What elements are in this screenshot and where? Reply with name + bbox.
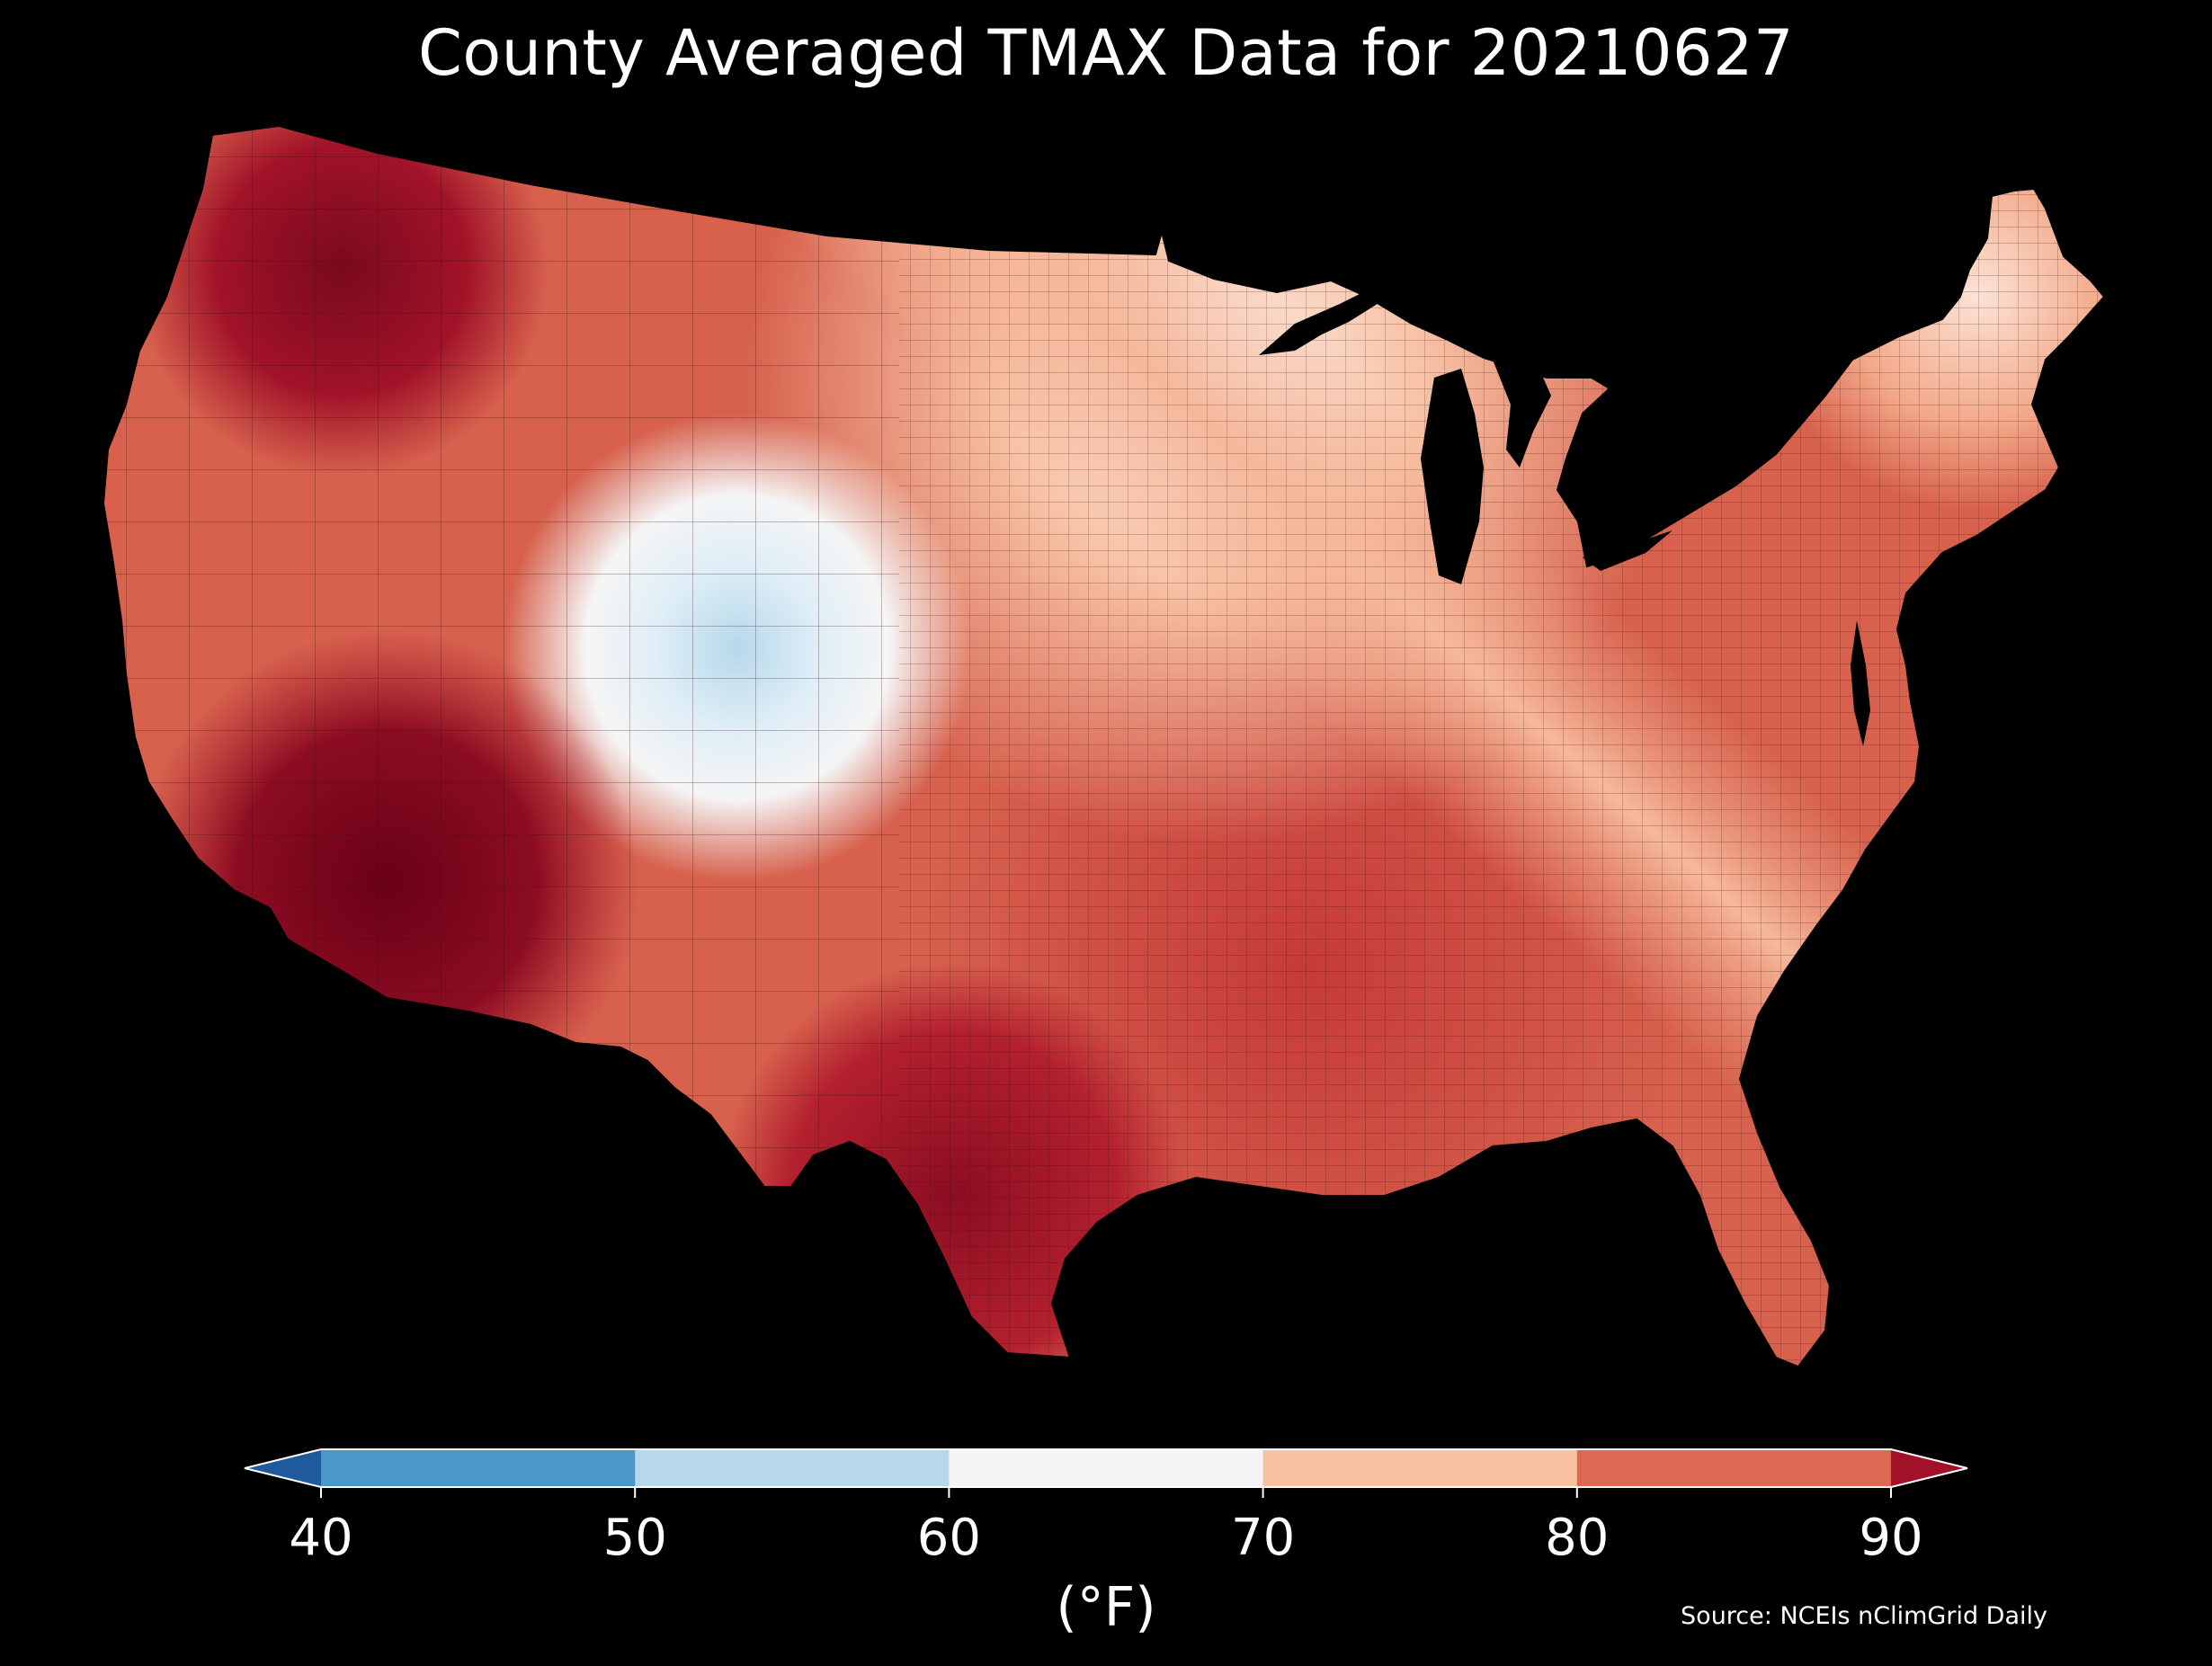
colorbar-extend-low [245, 1449, 321, 1487]
colorbar-bin-50-60 [635, 1449, 950, 1487]
source-credit: Source: NCEIs nClimGrid Daily [1681, 1602, 2047, 1630]
colorbar-tick-label: 80 [1545, 1509, 1609, 1567]
colorbar-unit-label: (°F) [1056, 1576, 1155, 1639]
colorbar-tick-label: 70 [1231, 1509, 1295, 1567]
colorbar-bin-40-50 [321, 1449, 636, 1487]
colorbar-tick-label: 90 [1859, 1509, 1922, 1567]
colorbar-bin-60-70 [949, 1449, 1264, 1487]
colorbar-tick-label: 50 [603, 1509, 667, 1567]
map-title: County Averaged TMAX Data for 20210627 [417, 16, 1795, 90]
lake-superior [1259, 286, 1380, 355]
county-fill-layer [103, 126, 2104, 1367]
colorbar-bin-70-80 [1262, 1449, 1578, 1487]
choropleth-map [103, 125, 2105, 1368]
colorbar-bin-80-90 [1576, 1449, 1892, 1487]
colorbar-tick-label: 60 [917, 1509, 981, 1567]
lake-huron [1493, 355, 1551, 468]
colorbar-extend-high [1891, 1449, 1967, 1487]
lake-michigan [1421, 369, 1484, 584]
colorbar-tick-label: 40 [289, 1509, 352, 1567]
colorbar-outline [244, 1448, 1968, 1488]
chesapeake-bay [1851, 620, 1870, 746]
